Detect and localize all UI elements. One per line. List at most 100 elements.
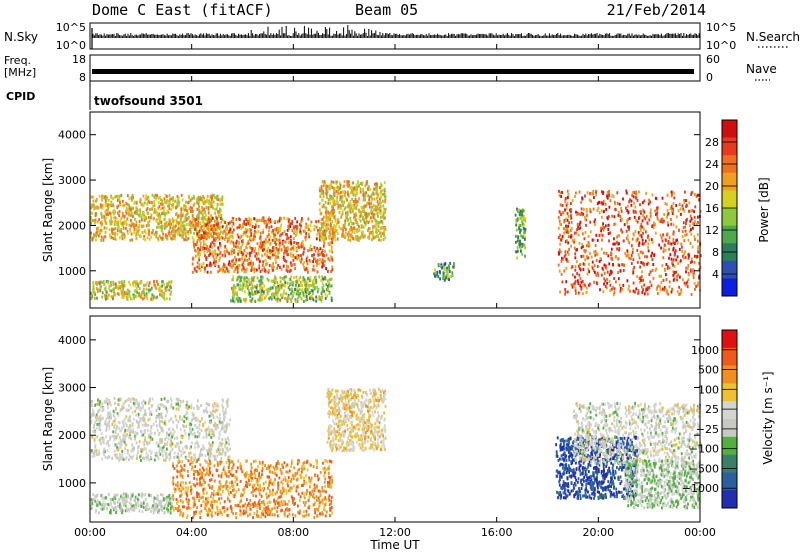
power-echo-cell	[205, 213, 207, 217]
power-echo-region	[90, 279, 173, 301]
velocity-echo-cell	[199, 451, 202, 455]
power-echo-cell	[572, 284, 575, 288]
power-echo-cell	[334, 232, 336, 236]
power-echo-cell	[322, 261, 324, 265]
power-echo-cell	[678, 229, 680, 233]
power-echo-cell	[140, 235, 142, 238]
power-echo-cell	[688, 229, 691, 233]
freq-trace-band	[92, 69, 694, 74]
power-echo-cell	[580, 280, 583, 284]
power-echo-cell	[683, 200, 686, 204]
power-echo-cell	[141, 291, 144, 295]
power-echo-cell	[362, 205, 365, 209]
power-echo-cell	[628, 256, 631, 260]
power-echo-cell	[101, 295, 104, 299]
power-echo-cell	[632, 195, 635, 199]
power-echo-cell	[165, 221, 168, 224]
power-echo-cell	[330, 296, 333, 300]
velocity-echo-cell	[145, 423, 148, 427]
power-echo-cell	[347, 181, 350, 185]
power-echo-cell	[664, 202, 667, 206]
power-echo-cell	[329, 183, 332, 187]
power-echo-cell	[685, 266, 687, 270]
power-echo-cell	[242, 222, 244, 226]
power-echo-cell	[516, 207, 518, 211]
power-echo-cell	[376, 219, 378, 223]
power-echo-cell	[698, 261, 700, 265]
power-echo-cell	[524, 254, 526, 258]
power-echo-cell	[329, 196, 332, 200]
power-echo-cell	[326, 284, 329, 288]
power-echo-cell	[565, 224, 567, 228]
velocity-echo-cell	[94, 445, 97, 449]
power-echo-region	[557, 189, 702, 297]
power-echo-cell	[447, 268, 450, 272]
power-echo-cell	[96, 296, 98, 300]
velocity-echo-cell	[204, 409, 207, 413]
power-echo-cell	[303, 300, 305, 303]
power-echo-cell	[302, 229, 305, 233]
power-echo-cell	[111, 228, 113, 232]
power-echo-cell	[315, 278, 317, 282]
power-echo-cell	[239, 257, 241, 261]
power-echo-cell	[565, 217, 567, 221]
power-echo-cell	[636, 248, 639, 252]
power-echo-cell	[133, 295, 135, 299]
velocity-echo-cell	[211, 403, 214, 407]
power-echo-cell	[219, 232, 222, 235]
power-echo-cell	[270, 249, 272, 253]
power-echo-cell	[518, 225, 520, 229]
power-echo-cell	[519, 209, 522, 213]
power-echo-cell	[584, 284, 587, 288]
velocity-echo-cell	[109, 411, 111, 415]
velocity-echo-cell	[224, 411, 227, 415]
power-echo-cell	[139, 295, 142, 298]
power-echo-cell	[638, 256, 641, 260]
power-echo-cell	[130, 213, 133, 217]
power-echo-cell	[446, 277, 449, 281]
power-echo-cell	[236, 293, 238, 297]
power-echo-cell	[185, 235, 187, 239]
power-echo-cell	[635, 219, 638, 222]
power-echo-cell	[277, 219, 280, 223]
power-echo-cell	[688, 254, 690, 258]
power-echo-cell	[246, 220, 249, 223]
power-echo-cell	[196, 213, 199, 217]
power-echo-cell	[353, 217, 356, 221]
power-echo-cell	[679, 259, 682, 263]
power-echo-cell	[278, 246, 281, 250]
power-echo-cell	[672, 273, 675, 277]
power-echo-cell	[264, 259, 267, 262]
power-echo-cell	[670, 204, 673, 208]
freq-panel: Freq. [MHz] 18 8 60 0 Nave	[4, 53, 777, 84]
power-echo-cell	[333, 214, 336, 218]
power-echo-cell	[672, 232, 675, 236]
power-echo-cell	[243, 298, 245, 302]
power-echo-cell	[105, 290, 108, 294]
power-echo-cell	[356, 230, 358, 234]
power-echo-cell	[159, 225, 161, 229]
power-echo-cell	[277, 251, 280, 255]
power-echo-cell	[279, 280, 282, 284]
power-echo-cell	[348, 202, 350, 206]
power-echo-region	[230, 275, 333, 304]
power-echo-cell	[647, 249, 650, 253]
power-echo-cell	[558, 210, 561, 214]
power-echo-cell	[151, 298, 154, 301]
power-echo-cell	[356, 221, 358, 225]
velocity-echo-cell	[183, 415, 186, 419]
velocity-echo-cell	[208, 441, 210, 445]
power-echo-cell	[331, 265, 334, 269]
power-echo-cell	[132, 293, 135, 297]
power-echo-cell	[173, 229, 176, 233]
power-echo-cell	[104, 197, 107, 201]
power-echo-cell	[236, 296, 239, 300]
power-echo-cell	[343, 190, 346, 193]
power-echo-cell	[275, 248, 278, 252]
power-echo-cell	[154, 211, 156, 215]
power-echo-cell	[250, 279, 253, 283]
power-echo-cell	[330, 228, 333, 232]
power-echo-cell	[168, 297, 171, 301]
velocity-echo-cell	[201, 447, 203, 451]
power-echo-cell	[277, 284, 280, 288]
